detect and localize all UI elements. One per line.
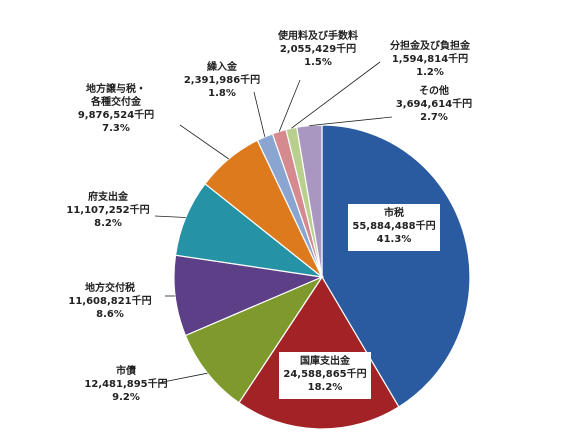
slice-value: 12,481,895千円 (84, 377, 167, 390)
slice-percent: 1.2% (416, 67, 444, 78)
slice-name: 各種交付金 (90, 95, 142, 108)
slice-name: 市債 (116, 364, 136, 377)
slice-percent: 18.2% (308, 382, 343, 393)
slice-name: 地方譲与税・ (86, 82, 146, 95)
slice-percent: 1.8% (208, 88, 236, 99)
slice-value: 2,391,986千円 (184, 73, 260, 86)
slice-value: 1,594,814千円 (392, 52, 468, 65)
slice-name: 国庫支出金 (300, 354, 351, 367)
leader-line-8 (291, 61, 381, 129)
leader-lines (154, 61, 393, 384)
pie-slice-2 (184, 275, 324, 404)
leader-line-4 (154, 215, 186, 218)
slice-name: 市税 (384, 206, 404, 219)
slice-percent: 9.2% (112, 392, 140, 403)
slice-name: その他 (419, 84, 449, 97)
slice-value: 9,876,524千円 (78, 108, 154, 121)
slice-percent: 8.2% (94, 218, 122, 229)
leader-line-9 (309, 116, 393, 126)
slice-label-box-0 (348, 204, 440, 251)
leader-line-2 (157, 372, 208, 384)
slice-percent: 7.3% (102, 123, 130, 134)
leader-line-7 (278, 79, 301, 132)
slice-percent: 41.3% (377, 234, 412, 245)
slice-percent: 8.6% (96, 309, 124, 320)
slice-value: 55,884,488千円 (352, 219, 435, 232)
pie-slices (173, 124, 471, 430)
slice-name: 地方交付税 (85, 281, 135, 294)
pie-slice-0 (321, 124, 471, 408)
slice-name: 使用料及び手数料 (277, 29, 358, 42)
slice-value: 3,694,614千円 (396, 97, 472, 110)
slice-name: 府支出金 (88, 190, 129, 203)
slice-value: 24,588,865千円 (283, 367, 366, 380)
slice-name: 分担金及び負担金 (390, 39, 471, 52)
slice-value: 11,608,821千円 (68, 294, 151, 307)
leader-line-6 (253, 91, 266, 137)
slice-value: 2,055,429千円 (280, 42, 356, 55)
slice-name: 繰入金 (207, 60, 238, 73)
slice-percent: 1.5% (304, 57, 332, 68)
slice-percent: 2.7% (420, 112, 448, 123)
slice-label-box-1 (279, 352, 371, 399)
slice-value: 11,107,252千円 (66, 203, 149, 216)
leader-line-5 (179, 124, 230, 160)
